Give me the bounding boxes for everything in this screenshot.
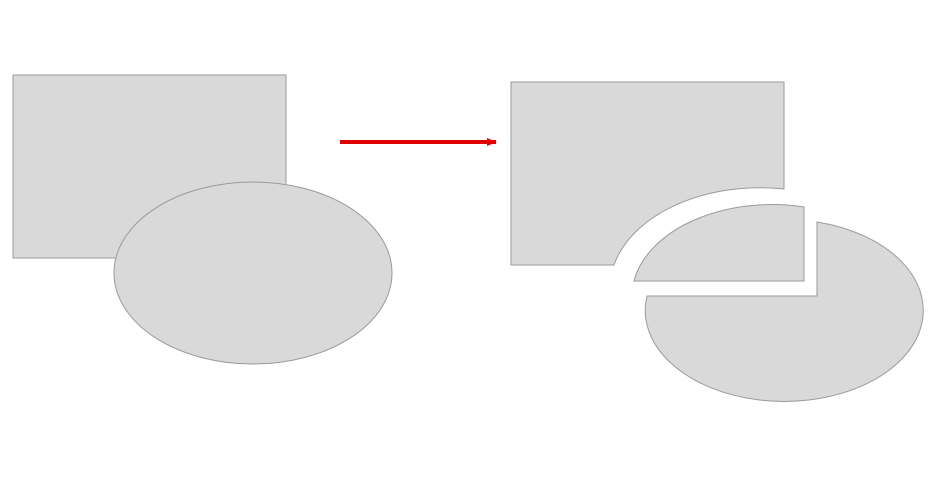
rectangle-fragment: [510, 81, 785, 266]
ellipse: [113, 181, 393, 365]
ellipse-fragment: [644, 221, 924, 402]
intersection-fragment: [633, 204, 805, 282]
